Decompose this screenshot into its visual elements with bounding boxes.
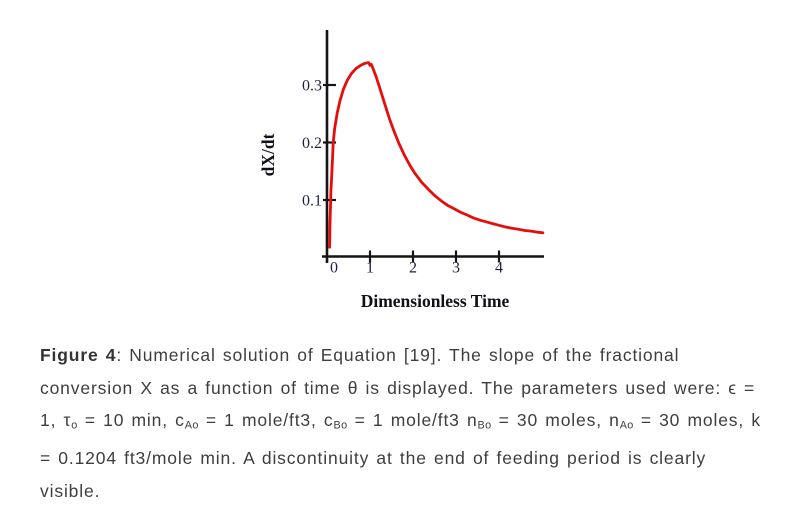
x-tick-label: 3 (452, 260, 460, 277)
caption-subscript: Bo (477, 419, 492, 432)
caption-subscript: Ao (619, 419, 634, 432)
data-curve (328, 61, 545, 249)
x-tick-label: 1 (366, 260, 374, 277)
caption-text: = 1 mole/ft3 n (347, 410, 478, 431)
caption-text: : Numerical solution of Equation [19]. T… (40, 345, 756, 431)
caption-figure-label: Figure 4 (40, 345, 117, 365)
x-tick-label: 4 (495, 260, 503, 277)
x-tick-label: 0 (330, 260, 338, 277)
y-tick-label: 0.1 (302, 193, 322, 210)
caption-subscript: Ao (184, 419, 199, 432)
caption-text: = 1 mole/ft3, c (198, 410, 334, 431)
y-tick-label: 0.3 (302, 78, 322, 95)
caption-subscript: o (71, 419, 78, 432)
y-tick-label: 0.2 (302, 135, 322, 152)
y-axis-title: dX/dt (258, 133, 278, 176)
caption-text: = 30 moles, k = 0.1204 ft3/mole min. A d… (40, 410, 761, 501)
caption-text: = 30 moles, n (491, 410, 620, 431)
axes-layer: 0.1 0.2 0.3 0 1 2 3 4 (302, 30, 544, 277)
caption-text: = 10 min, c (77, 410, 185, 431)
caption-subscript: Bo (333, 419, 348, 432)
curve-layer (328, 61, 545, 249)
x-axis-title: Dimensionless Time (361, 291, 510, 311)
figure-chart: 0.1 0.2 0.3 0 1 2 3 4 dX/dt Dimensionless Time (258, 30, 545, 311)
x-tick-label: 2 (409, 260, 417, 277)
figure-caption: Figure 4: Numerical solution of Equation… (40, 339, 772, 507)
